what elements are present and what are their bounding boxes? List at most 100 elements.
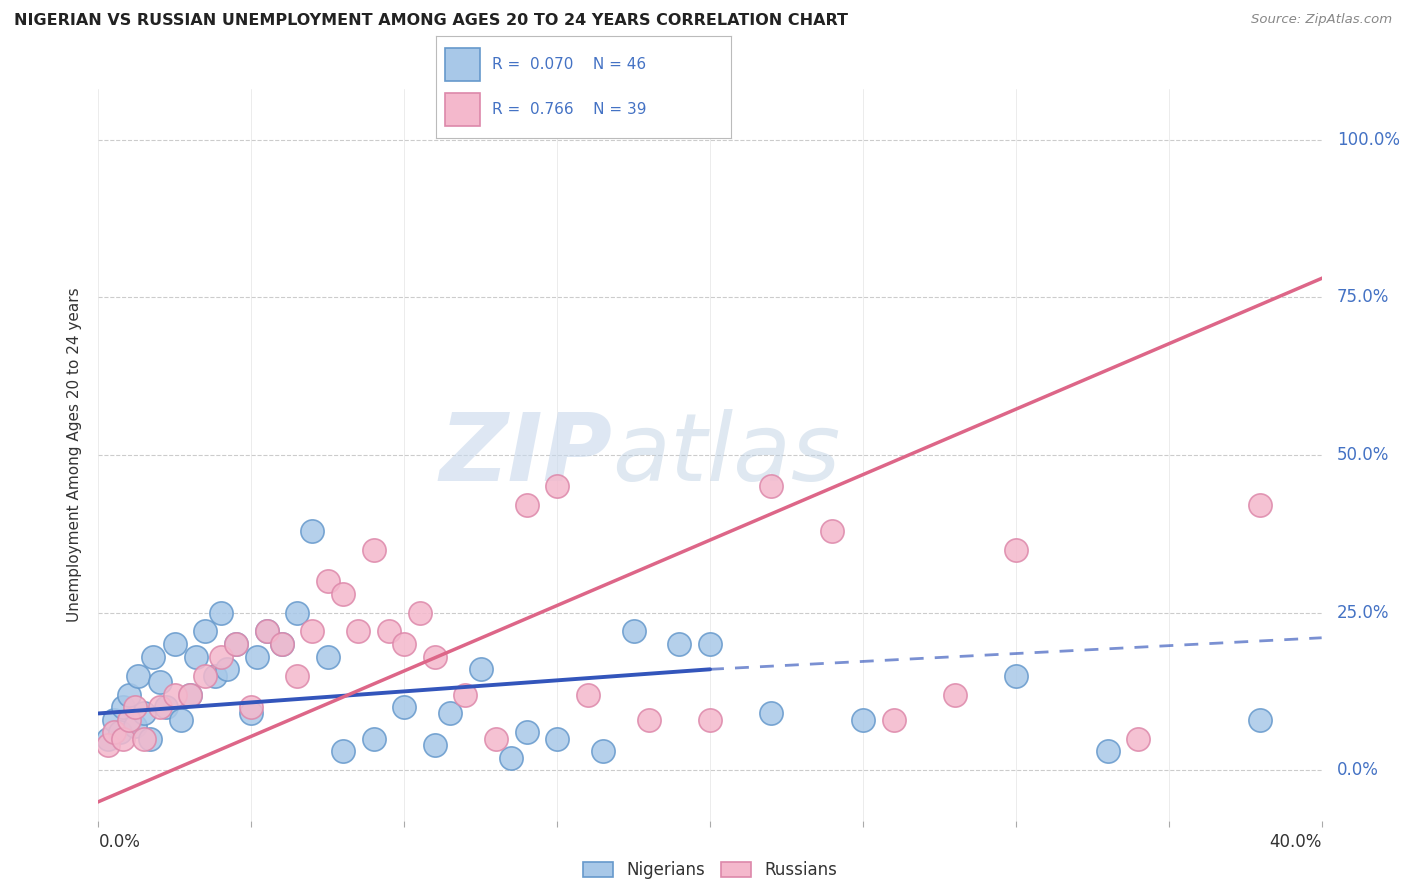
Point: [1250, 713, 1272, 727]
Point: [179, 688, 201, 702]
Point: [256, 624, 278, 639]
Point: [240, 700, 263, 714]
Point: [392, 637, 416, 651]
Point: [392, 700, 416, 714]
Point: [139, 731, 162, 746]
Point: [943, 688, 966, 702]
Text: 40.0%: 40.0%: [1270, 833, 1322, 851]
Point: [118, 688, 141, 702]
Point: [852, 713, 875, 727]
Point: [546, 731, 568, 746]
Point: [592, 744, 614, 758]
Point: [576, 688, 599, 702]
Point: [155, 700, 177, 714]
Point: [204, 668, 226, 682]
Point: [363, 542, 385, 557]
Bar: [444, 93, 481, 126]
Point: [209, 606, 232, 620]
Point: [1004, 668, 1026, 682]
Text: 25.0%: 25.0%: [1337, 604, 1389, 622]
Point: [240, 706, 263, 721]
Point: [97, 731, 120, 746]
Point: [423, 649, 446, 664]
Point: [163, 688, 186, 702]
Point: [378, 624, 401, 639]
Point: [408, 606, 430, 620]
Point: [1004, 542, 1026, 557]
Point: [699, 713, 721, 727]
Point: [97, 738, 120, 752]
Point: [170, 713, 193, 727]
Point: [883, 713, 905, 727]
Text: 50.0%: 50.0%: [1337, 446, 1389, 464]
Text: Source: ZipAtlas.com: Source: ZipAtlas.com: [1251, 13, 1392, 27]
Text: 0.0%: 0.0%: [1337, 761, 1379, 780]
Text: ZIP: ZIP: [439, 409, 612, 501]
Point: [332, 744, 354, 758]
Point: [142, 649, 165, 664]
Point: [1097, 744, 1119, 758]
Point: [285, 606, 308, 620]
Point: [103, 713, 125, 727]
Point: [179, 688, 201, 702]
Point: [439, 706, 461, 721]
Point: [111, 700, 134, 714]
Point: [454, 688, 477, 702]
Point: [186, 649, 208, 664]
Point: [301, 524, 323, 538]
Point: [347, 624, 370, 639]
Point: [332, 587, 354, 601]
Point: [103, 725, 125, 739]
Point: [149, 700, 172, 714]
Point: [516, 499, 538, 513]
Point: [118, 713, 141, 727]
Text: R =  0.070    N = 46: R = 0.070 N = 46: [492, 57, 647, 72]
Point: [761, 479, 783, 493]
Point: [363, 731, 385, 746]
Point: [423, 738, 446, 752]
Point: [149, 674, 172, 689]
Point: [699, 637, 721, 651]
Bar: [444, 48, 481, 81]
Point: [225, 637, 247, 651]
Point: [134, 706, 156, 721]
Point: [761, 706, 783, 721]
Point: [1128, 731, 1150, 746]
Legend: Nigerians, Russians: Nigerians, Russians: [576, 855, 844, 886]
Point: [194, 624, 217, 639]
Point: [623, 624, 645, 639]
Point: [215, 662, 238, 676]
Point: [546, 479, 568, 493]
Point: [124, 700, 146, 714]
Point: [485, 731, 508, 746]
Point: [246, 649, 269, 664]
Point: [134, 731, 156, 746]
Point: [821, 524, 844, 538]
Point: [270, 637, 294, 651]
Point: [1250, 499, 1272, 513]
Point: [127, 668, 149, 682]
Point: [470, 662, 492, 676]
Point: [668, 637, 690, 651]
Point: [209, 649, 232, 664]
Text: R =  0.766    N = 39: R = 0.766 N = 39: [492, 102, 647, 117]
Point: [637, 713, 661, 727]
Point: [316, 649, 339, 664]
Y-axis label: Unemployment Among Ages 20 to 24 years: Unemployment Among Ages 20 to 24 years: [67, 287, 83, 623]
Point: [501, 750, 523, 764]
Point: [301, 624, 323, 639]
Point: [124, 719, 146, 733]
Point: [163, 637, 186, 651]
Text: 0.0%: 0.0%: [98, 833, 141, 851]
Point: [111, 731, 134, 746]
Text: 100.0%: 100.0%: [1337, 130, 1400, 149]
Point: [225, 637, 247, 651]
Point: [256, 624, 278, 639]
Point: [316, 574, 339, 588]
Text: 75.0%: 75.0%: [1337, 288, 1389, 306]
Point: [108, 725, 131, 739]
Point: [194, 668, 217, 682]
Point: [285, 668, 308, 682]
Text: atlas: atlas: [612, 409, 841, 500]
Text: NIGERIAN VS RUSSIAN UNEMPLOYMENT AMONG AGES 20 TO 24 YEARS CORRELATION CHART: NIGERIAN VS RUSSIAN UNEMPLOYMENT AMONG A…: [14, 13, 848, 29]
